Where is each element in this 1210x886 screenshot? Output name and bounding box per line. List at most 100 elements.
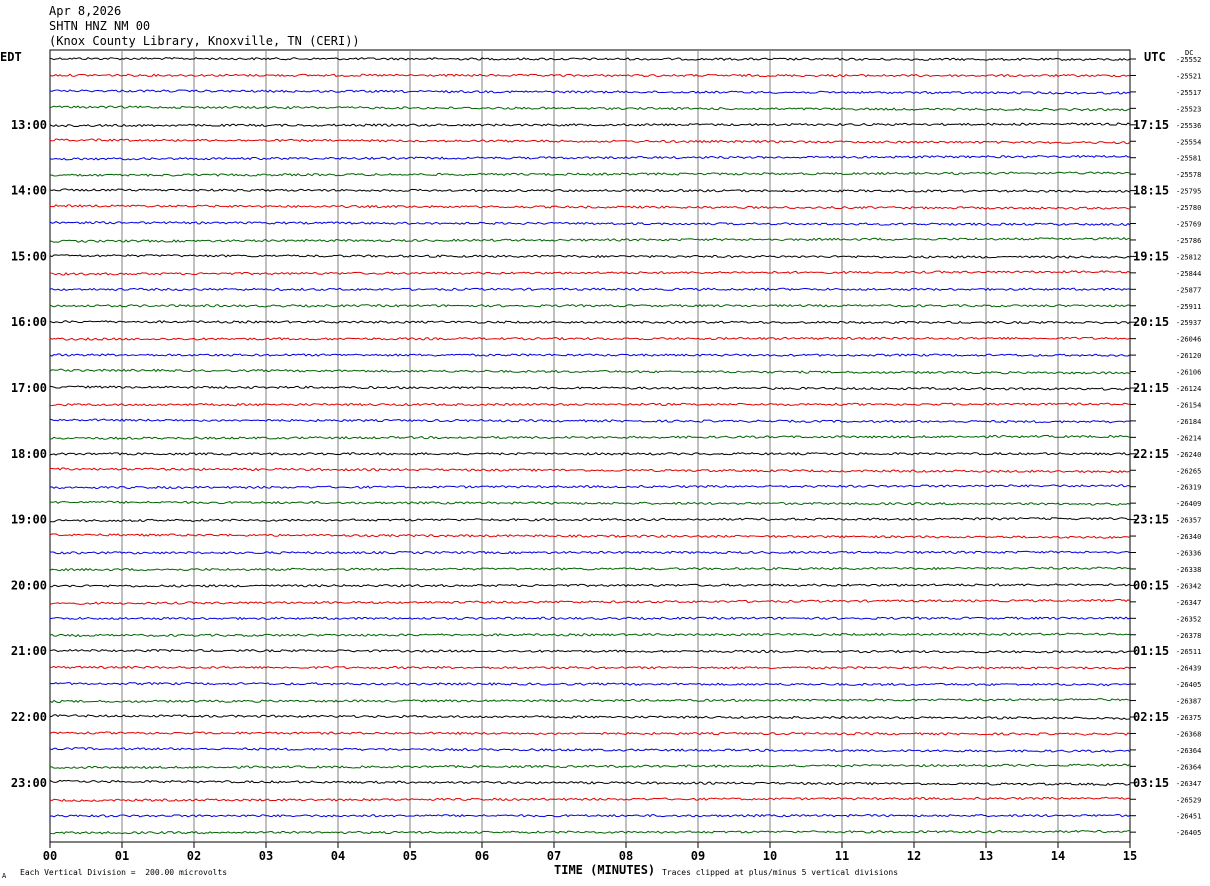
trace-line [49, 598, 1131, 605]
trace-line [49, 681, 1131, 687]
dc-offset-label: -26439 [1176, 665, 1201, 673]
trace-line [49, 204, 1131, 210]
scale-note: Each Vertical Division = 200.00 microvol… [20, 868, 228, 877]
left-time-label: 20:00 [11, 578, 47, 592]
dc-offset-label: -25554 [1176, 138, 1201, 146]
left-time-label: 22:00 [11, 710, 47, 724]
dc-offset-label: -26265 [1176, 467, 1201, 475]
clip-note: Traces clipped at plus/minus 5 vertical … [662, 868, 899, 877]
dc-offset-label: -26387 [1176, 698, 1201, 706]
trace-line [49, 583, 1131, 588]
dc-offset-label: -26214 [1176, 434, 1201, 442]
station-label: SHTN HNZ NM 00 [49, 19, 151, 33]
dc-offset-label: -26357 [1176, 517, 1201, 525]
dc-offset-label: -25769 [1176, 221, 1201, 229]
trace-line [49, 402, 1131, 407]
trace-line [49, 763, 1131, 770]
trace-line [49, 434, 1131, 440]
x-tick-label: 07 [547, 849, 561, 863]
trace-line [49, 171, 1131, 177]
left-time-label: 15:00 [11, 249, 47, 263]
trace-line [49, 105, 1131, 112]
left-time-label: 13:00 [11, 118, 47, 132]
x-tick-label: 02 [187, 849, 201, 863]
dc-offset-label: -26046 [1176, 336, 1201, 344]
trace-line [49, 138, 1131, 145]
dc-offset-label: -26368 [1176, 730, 1201, 738]
dc-offset-label: -26405 [1176, 829, 1201, 837]
trace-line [49, 237, 1131, 243]
trace-line [49, 714, 1131, 720]
trace-line [49, 122, 1131, 128]
dc-offset-label: -26340 [1176, 533, 1201, 541]
dc-offset-label: -26364 [1176, 763, 1201, 771]
dc-offset-label: -26364 [1176, 747, 1201, 755]
dc-offset-label: -26409 [1176, 500, 1201, 508]
x-tick-label: 01 [115, 849, 129, 863]
dc-offset-label: -25523 [1176, 105, 1201, 113]
trace-line [49, 796, 1131, 802]
dc-offset-label: -26106 [1176, 369, 1201, 377]
dc-offset-label: -25578 [1176, 171, 1201, 179]
trace-line [49, 648, 1131, 654]
x-tick-label: 05 [403, 849, 417, 863]
right-time-label: 17:15 [1133, 118, 1169, 132]
right-time-label: 03:15 [1133, 776, 1169, 790]
dc-offset-label: -25812 [1176, 253, 1201, 261]
trace-line [49, 353, 1131, 357]
dc-column-label: DC [1185, 49, 1194, 57]
plot-frame [49, 49, 1131, 843]
trace-line [49, 467, 1131, 474]
x-tick-label: 09 [691, 849, 705, 863]
trace-line [49, 500, 1131, 506]
x-tick-label: 10 [763, 849, 777, 863]
trace-line [49, 550, 1131, 555]
location-label: (Knox County Library, Knoxville, TN (CER… [49, 34, 360, 48]
x-tick-label: 04 [331, 849, 345, 863]
trace-line [49, 254, 1131, 259]
dc-offset-label: -25536 [1176, 122, 1201, 130]
trace-line [49, 484, 1131, 490]
x-tick-label: 11 [835, 849, 849, 863]
dc-offset-label: -26511 [1176, 648, 1201, 656]
trace-line [49, 336, 1131, 341]
trace-line [49, 188, 1131, 193]
left-time-label: 18:00 [11, 447, 47, 461]
trace-line [49, 418, 1131, 424]
dc-offset-label: -25780 [1176, 204, 1201, 212]
right-time-label: 23:15 [1133, 513, 1169, 527]
right-time-label: 01:15 [1133, 644, 1169, 658]
trace-line [49, 73, 1131, 78]
dc-offset-label: -26336 [1176, 550, 1201, 558]
dc-offset-label: -26319 [1176, 484, 1201, 492]
dc-offset-label: -26347 [1176, 599, 1201, 607]
right-timezone-label: UTC [1144, 50, 1166, 64]
dc-offset-label: -26451 [1176, 813, 1201, 821]
corner-mark: A [2, 872, 7, 880]
left-time-label: 21:00 [11, 644, 47, 658]
trace-line [49, 566, 1131, 572]
dc-offset-label: -25844 [1176, 270, 1201, 278]
left-time-label: 14:00 [11, 184, 47, 198]
x-tick-label: 12 [907, 849, 921, 863]
dc-offset-label: -26184 [1176, 418, 1201, 426]
right-time-label: 02:15 [1133, 710, 1169, 724]
trace-line [49, 154, 1131, 161]
right-time-label: 00:15 [1133, 578, 1169, 592]
trace-line [49, 779, 1131, 786]
left-time-label: 23:00 [11, 776, 47, 790]
trace-line [49, 56, 1131, 62]
dc-offset-label: -26347 [1176, 780, 1201, 788]
x-tick-label: 13 [979, 849, 993, 863]
dc-offset-label: -26378 [1176, 632, 1201, 640]
dc-offset-label: -25786 [1176, 237, 1201, 245]
dc-offset-label: -26338 [1176, 566, 1201, 574]
x-tick-label: 15 [1123, 849, 1137, 863]
dc-offset-label: -25937 [1176, 319, 1201, 327]
left-time-label: 16:00 [11, 315, 47, 329]
dc-offset-label: -26342 [1176, 582, 1201, 590]
trace-line [49, 698, 1131, 704]
trace-line [49, 731, 1131, 736]
dc-offset-label: -25877 [1176, 286, 1201, 294]
